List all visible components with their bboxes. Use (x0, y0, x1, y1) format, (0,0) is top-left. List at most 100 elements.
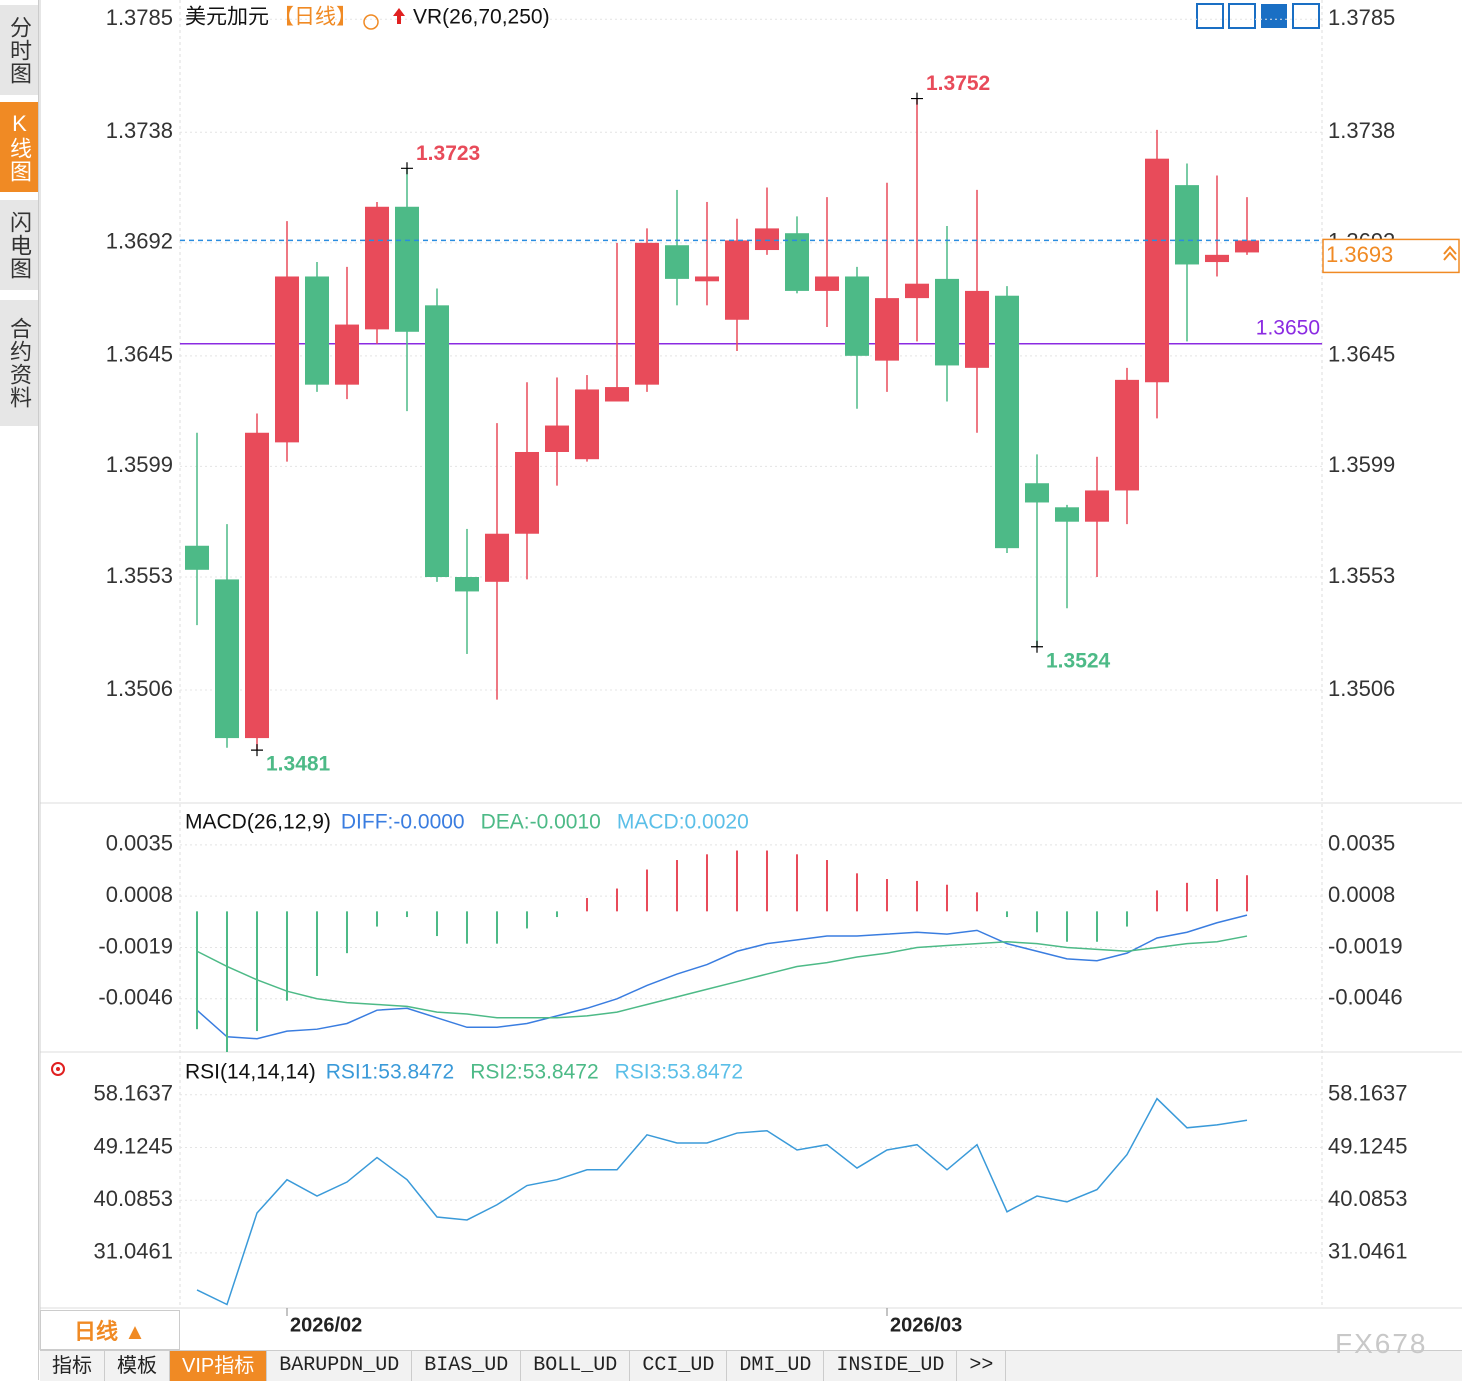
candle-body (965, 290, 989, 368)
y-tick-label: 0.0008 (106, 882, 173, 907)
candle-body (515, 451, 539, 534)
candle-body (575, 389, 599, 460)
y-tick-label: -0.0019 (98, 933, 173, 958)
header-text: RSI(14,14,14) (185, 1061, 316, 1084)
candle-body (215, 579, 239, 739)
extreme-marker (911, 92, 923, 105)
candle-body (245, 432, 269, 739)
y-tick-label-right: 1.3738 (1328, 118, 1395, 143)
bottom-tab[interactable]: VIP指标 (170, 1351, 268, 1381)
series-line (196, 935, 1248, 1019)
side-tab[interactable]: 闪电图 (0, 200, 38, 290)
candle-body (635, 242, 659, 385)
header-text: MACD(26,12,9) (185, 811, 331, 834)
y-tick-label: 1.3785 (106, 5, 173, 30)
header-text: 美元加元 (185, 6, 269, 29)
y-tick-label-right: 0.0035 (1328, 831, 1395, 856)
chart: 1.37851.37851.37381.37381.36921.36921.36… (39, 0, 1462, 1350)
candle-body (875, 298, 899, 361)
icon (393, 8, 405, 24)
reference-label: 1.3650 (1256, 316, 1320, 339)
candle-body (665, 245, 689, 279)
y-tick-label: 49.1245 (93, 1133, 173, 1158)
bottom-tab[interactable]: >> (957, 1351, 1007, 1381)
candle-body (545, 425, 569, 452)
bottom-tab[interactable]: INSIDE_UD (824, 1351, 958, 1381)
side-tab[interactable]: 合约资料 (0, 300, 38, 426)
candle-body (605, 387, 629, 402)
y-tick-label-right: 40.0853 (1328, 1186, 1408, 1211)
y-tick-label-right: 49.1245 (1328, 1133, 1408, 1158)
y-tick-label-right: 1.3785 (1328, 5, 1395, 30)
header-text: MACD:0.0020 (617, 811, 749, 834)
period-button[interactable]: 日线 ▲ (40, 1310, 180, 1350)
extreme-marker (1031, 640, 1043, 653)
y-tick-label-right: 1.3553 (1328, 563, 1395, 588)
bottom-tab[interactable]: DMI_UD (727, 1351, 825, 1381)
icon[interactable] (1261, 4, 1287, 28)
icon[interactable] (1292, 3, 1320, 29)
header-text: DIFF:-0.0000 (341, 811, 465, 834)
candle-body (935, 278, 959, 366)
candle-body (695, 276, 719, 282)
candle-body (785, 233, 809, 291)
bottom-tab[interactable]: BOLL_UD (521, 1351, 631, 1381)
toolbar-icons (1196, 3, 1320, 29)
candle-body (425, 305, 449, 578)
y-tick-label: 40.0853 (93, 1186, 173, 1211)
y-tick-label: 1.3738 (106, 118, 173, 143)
y-tick-label-right: 1.3645 (1328, 342, 1395, 367)
header-text: 【日线】 (273, 6, 357, 29)
watermark: FX678 (1335, 1328, 1428, 1359)
y-tick-label-right: 31.0461 (1328, 1239, 1408, 1264)
y-tick-label-right: 0.0008 (1328, 882, 1395, 907)
candle-body (1235, 240, 1259, 253)
candle-body (365, 206, 389, 330)
y-tick-label-right: -0.0019 (1328, 933, 1403, 958)
candle-body (995, 295, 1019, 549)
bottom-tabs: 指标 模板 VIP指标 BARUPDN_UD BIAS_UD BOLL_UD CCI_UD D… (40, 1350, 1462, 1381)
extreme-label: 1.3752 (926, 72, 990, 95)
y-tick-label-right: 1.3599 (1328, 452, 1395, 477)
last-price-label: 1.3693 (1326, 242, 1393, 267)
bottom-tab[interactable]: 指标 (40, 1351, 105, 1381)
series-line (196, 914, 1248, 1040)
candle-body (905, 283, 929, 299)
bottom-tab[interactable]: 模板 (105, 1351, 170, 1381)
bottom-tab[interactable]: BARUPDN_UD (267, 1351, 413, 1381)
extreme-marker (401, 162, 413, 175)
extreme-marker (251, 744, 263, 757)
candle-body (305, 276, 329, 385)
x-tick-label: 2026/02 (290, 1314, 362, 1336)
series-line (196, 1097, 1248, 1306)
legend-text: RSI2:53.8472 (470, 1061, 598, 1084)
candle-body (725, 240, 749, 320)
y-tick-label-right: 58.1637 (1328, 1081, 1408, 1106)
side-tab[interactable]: K线图 (0, 102, 38, 192)
candle-body (1175, 185, 1199, 265)
candle-body (1145, 158, 1169, 383)
bottom-tab[interactable]: BIAS_UD (412, 1351, 522, 1381)
y-tick-label: 1.3692 (106, 229, 173, 254)
icon (363, 14, 379, 30)
bottom-tab[interactable]: CCI_UD (630, 1351, 728, 1381)
y-tick-label: 0.0035 (106, 831, 173, 856)
y-tick-label-right: 1.3506 (1328, 676, 1395, 701)
sidebar: 分时图 K线图闪电图合约资料 (0, 0, 39, 1380)
side-tab[interactable]: 分时图 (0, 5, 38, 95)
candle-body (485, 533, 509, 582)
y-tick-label: 1.3506 (106, 676, 173, 701)
y-tick-label: 58.1637 (93, 1081, 173, 1106)
candle-body (755, 228, 779, 251)
y-tick-label: -0.0046 (98, 985, 173, 1010)
y-tick-label: 31.0461 (93, 1239, 173, 1264)
candle-body (1055, 507, 1079, 522)
candle-body (395, 206, 419, 332)
legend-text: RSI3:53.8472 (615, 1061, 743, 1084)
candle-body (455, 577, 479, 592)
header-text: RSI1:53.8472 (326, 1061, 454, 1084)
candle-body (1085, 490, 1109, 522)
icon[interactable] (1196, 3, 1224, 29)
icon[interactable] (1228, 3, 1256, 29)
